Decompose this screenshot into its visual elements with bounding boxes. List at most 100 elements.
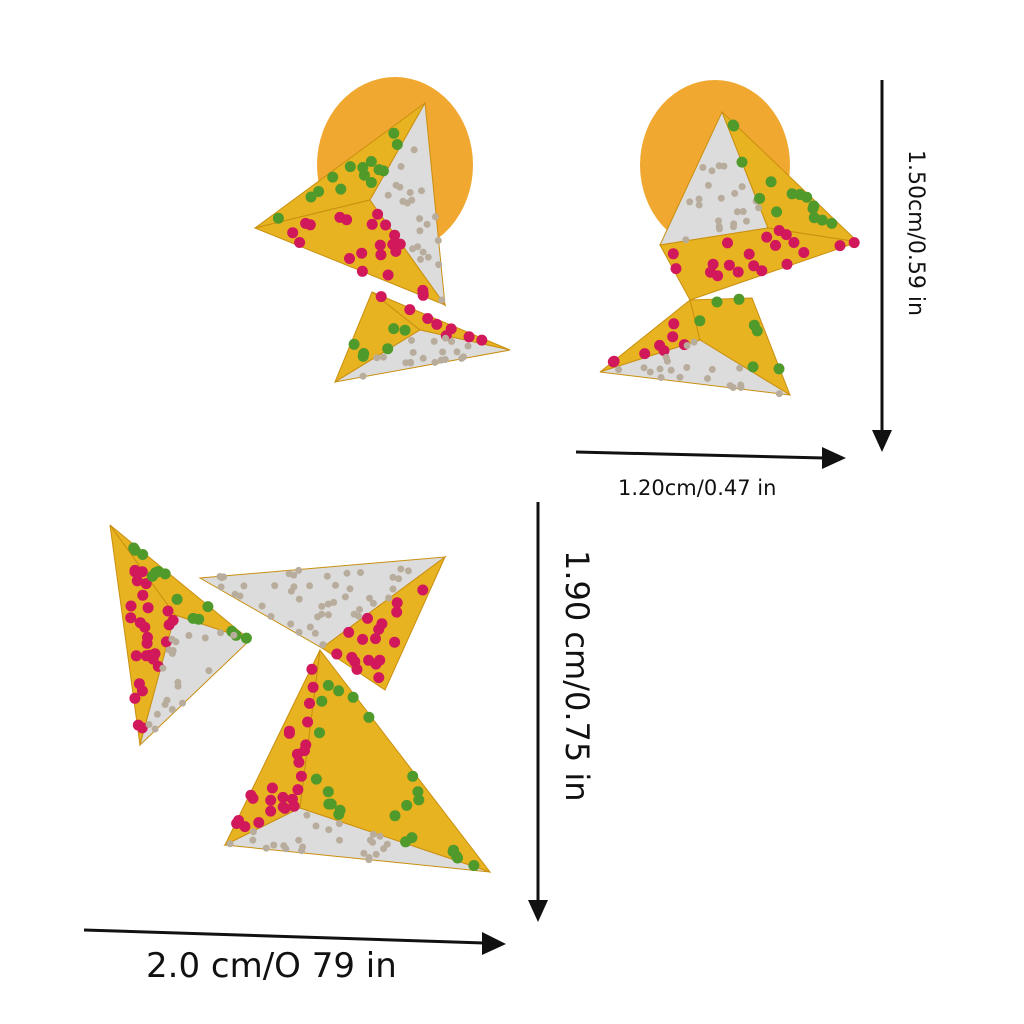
gemstone [468,860,480,871]
gemstone [346,585,354,593]
gemstone [438,296,446,304]
gemstone [360,849,368,857]
gemstone [788,237,800,248]
gemstone [434,237,442,244]
gemstone [266,782,278,794]
gemstone [343,626,355,638]
gemstone [431,213,439,221]
gemstone [423,220,431,228]
gemstone [667,331,679,343]
gemstone [773,363,785,375]
gemstone [295,595,303,603]
gemstone [365,177,377,188]
gemstone [448,338,456,345]
gemstone [334,211,346,223]
gemstone [442,334,449,342]
gemstone [670,263,682,275]
gemstone [413,794,425,806]
gemstone [445,323,457,335]
gemstone [343,569,351,577]
gemstone [332,581,339,589]
gemstone [159,664,167,672]
gemstone [663,357,671,365]
gemstone [270,841,278,849]
gemstone [656,365,664,373]
gemstone [344,161,356,173]
gemstone [404,304,416,316]
arrowhead-icon [822,447,846,469]
gemstone [369,838,377,846]
gemstone [773,225,785,236]
gemstone [397,565,405,573]
gemstone [447,846,459,858]
gemstone [357,633,369,645]
gemstone [733,293,745,305]
gemstone [334,804,346,816]
gemstone [385,594,392,602]
gemstone [781,258,793,270]
gemstone [344,253,355,264]
gemstone [311,629,319,637]
gemstone [295,628,303,636]
gemstone [168,706,176,713]
gemstone [389,573,397,581]
gemstone [417,584,429,596]
gemstone [323,572,331,580]
gemstone [404,567,412,575]
gemstone [356,265,368,277]
gemstone [786,188,798,200]
gemstone [375,291,387,303]
gemstone [419,248,427,256]
gemstone [369,599,377,607]
gemstone [372,208,384,220]
gemstone [657,374,665,381]
gemstone [770,239,781,251]
gemstone [230,631,238,639]
gemstone [708,167,716,175]
gemstone [399,324,411,336]
earring-height-label: 1.50cm/0.59 in [903,150,928,316]
gemstone [382,343,394,355]
gemstone [380,219,392,231]
gemstone [299,843,307,851]
gemstone [347,691,359,703]
gemstone [384,191,392,199]
gemstone [136,722,148,734]
gemstone [149,648,161,660]
gemstone [382,269,394,281]
gemstone [128,542,140,554]
gemstone [729,384,737,391]
gemstone [387,238,399,250]
gemstone [151,725,159,733]
gemstone [205,667,213,675]
gemstone [137,549,149,560]
gemstone [383,840,391,848]
gemstone [366,218,378,230]
gemstone [402,359,410,367]
gemstone [306,623,314,631]
gemstone [373,623,385,635]
gemstone [406,832,418,844]
gemstone [357,350,369,362]
gemstone [359,372,367,380]
gemstone [667,366,675,374]
gemstone [348,338,360,350]
gemstone [736,364,744,372]
gemstone [389,636,401,648]
gemstone [476,334,488,346]
gemstone [304,219,316,231]
gemstone [395,575,403,583]
pendant-width-label: 2.0 cm/O 79 in [146,946,397,986]
gemstone [357,162,369,173]
gemstone [265,805,277,817]
gemstone [262,844,270,852]
gemstone [161,701,169,708]
gemstone [331,648,343,660]
gemstone [125,600,137,612]
gemstone [389,810,401,822]
gemstone [187,612,199,624]
gemstone [391,606,403,618]
gemstone [731,189,739,197]
gemstone [305,191,317,203]
